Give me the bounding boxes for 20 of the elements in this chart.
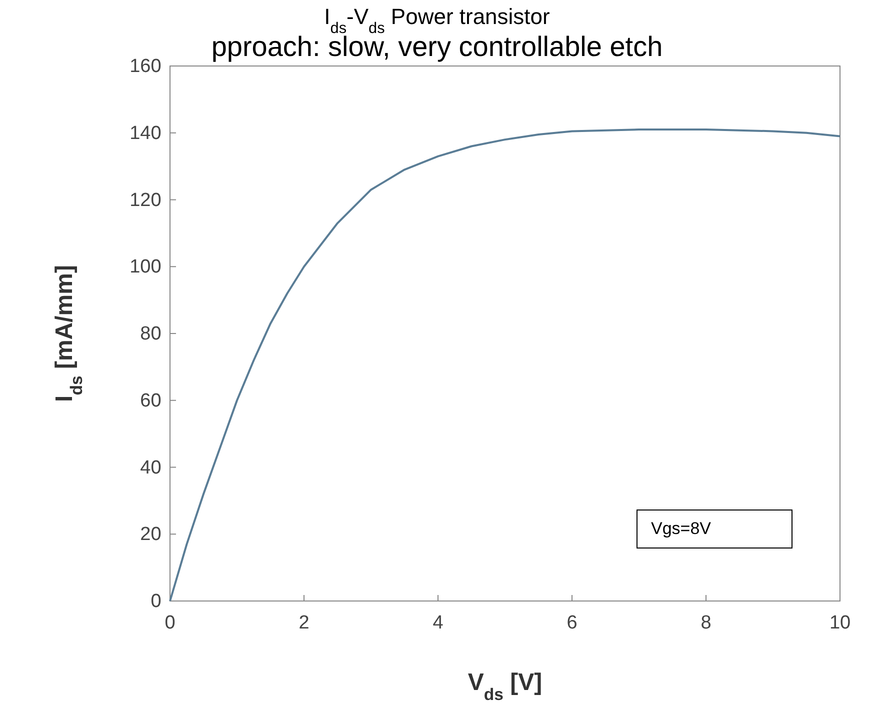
y-tick-label: 120: [130, 190, 162, 211]
y-tick-label: 40: [140, 457, 162, 478]
line-series: [169, 128, 841, 602]
chart-title: I$_{ds}$-V$_{ds}$ Power transistor: [324, 4, 550, 36]
x-tick-label: 10: [829, 612, 851, 634]
y-tick-label: 20: [140, 524, 162, 546]
x-tick-label: 0: [164, 612, 176, 634]
y-tick-label: 0: [150, 591, 162, 612]
x-tick-label: 6: [566, 612, 578, 634]
x-axis-title: V$_{ds}$ [V]: [468, 669, 542, 704]
y-tick-label: 100: [130, 256, 162, 278]
annotation: Vgs=8V: [651, 519, 712, 538]
x-tick-label: 2: [298, 612, 310, 634]
label-box: Vgs=8V: [636, 510, 792, 548]
y-tick-label: 160: [130, 56, 162, 78]
y-tick-label: 60: [140, 390, 162, 412]
x-tick-label: 8: [700, 612, 712, 634]
y-tick-label: 140: [130, 122, 162, 144]
x-tick-label: 4: [432, 612, 444, 634]
y-tick-label: 80: [140, 324, 162, 345]
